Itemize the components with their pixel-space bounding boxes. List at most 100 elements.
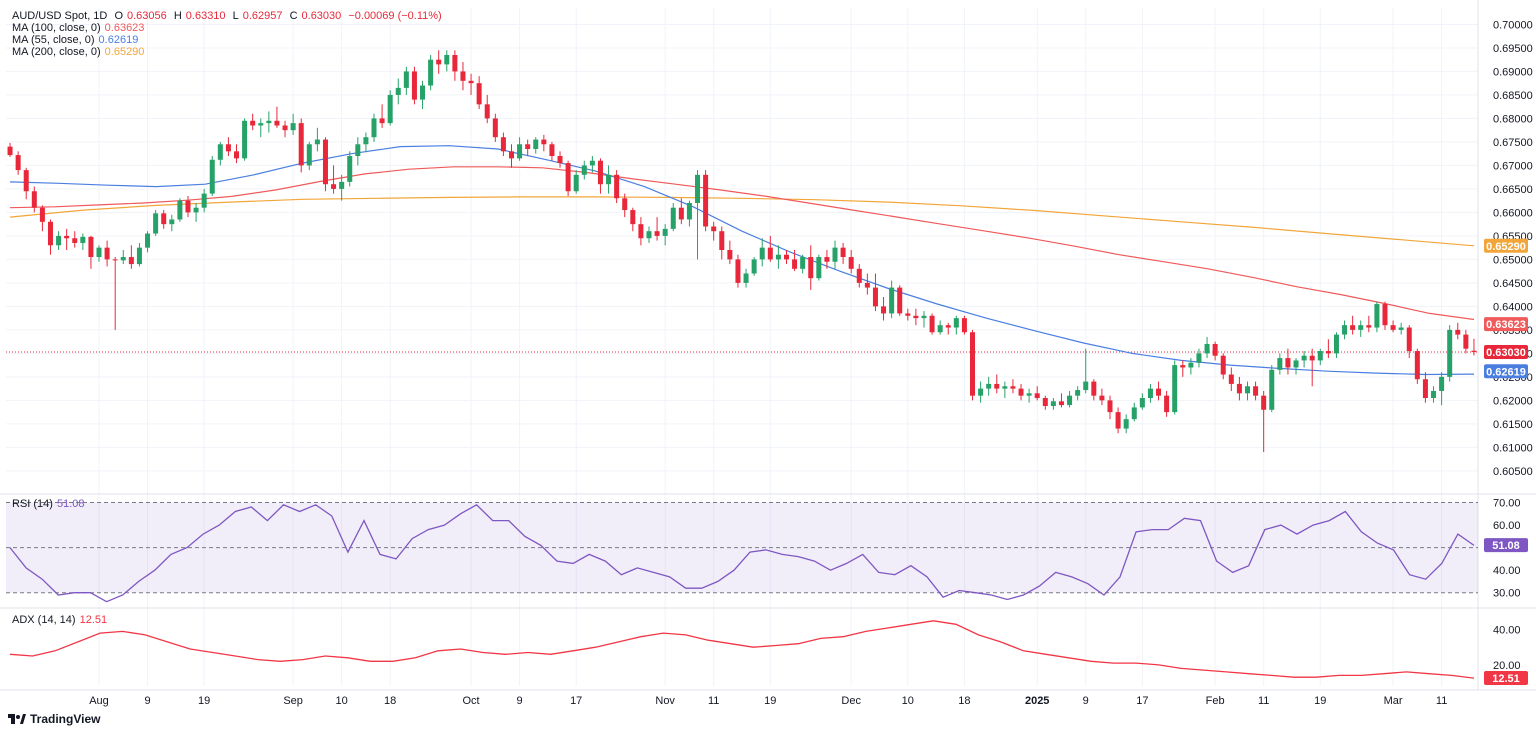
- candle-body: [476, 83, 482, 105]
- candle: [1366, 315, 1372, 333]
- candle-body: [816, 257, 822, 279]
- candle: [290, 113, 296, 135]
- candle-body: [622, 198, 628, 211]
- candle-body: [1471, 350, 1477, 352]
- candle: [64, 228, 70, 250]
- candle: [581, 160, 587, 180]
- candle: [1002, 381, 1008, 399]
- rsi-tick-label: 40.00: [1493, 565, 1521, 577]
- candle-body: [177, 200, 183, 220]
- candle: [856, 264, 862, 288]
- candle: [1333, 332, 1339, 359]
- candle: [428, 54, 434, 91]
- candle: [1382, 301, 1388, 330]
- candle: [864, 273, 870, 295]
- tradingview-branding[interactable]: TradingView: [8, 712, 100, 726]
- candle-body: [937, 325, 943, 333]
- candle-body: [436, 59, 442, 65]
- candle: [1188, 358, 1194, 375]
- legend-ohlc: AUD/USD Spot, 1D O 0.63056 H 0.63310 L 0.62…: [12, 10, 446, 23]
- candle-body: [1325, 351, 1331, 354]
- candle: [1034, 386, 1040, 401]
- candle-body: [64, 235, 70, 239]
- candle: [233, 144, 240, 164]
- ma200-label: MA (200, close, 0): [12, 46, 101, 58]
- candle-body: [1172, 365, 1178, 413]
- candle: [420, 80, 426, 110]
- legend-change: −0.00069 (−0.11%): [348, 10, 442, 22]
- candle: [800, 254, 806, 274]
- candle-body: [961, 318, 967, 333]
- candle-body: [1358, 325, 1364, 330]
- candle-body: [1139, 398, 1145, 408]
- adx-legend-value: 12.51: [79, 614, 108, 626]
- candle-body: [1244, 386, 1251, 394]
- candle-body: [1067, 395, 1073, 406]
- candle: [242, 118, 248, 161]
- candle-body: [1342, 325, 1348, 335]
- candle-body: [460, 71, 466, 81]
- candle: [1180, 360, 1186, 377]
- candle-body: [1196, 353, 1202, 363]
- candle: [1342, 320, 1348, 340]
- h-label: H: [173, 10, 182, 22]
- candle-body: [1261, 395, 1267, 410]
- time-axis-label: 2025: [1025, 695, 1049, 707]
- candle: [517, 137, 523, 161]
- candle-body: [1228, 374, 1234, 384]
- ma100-value: 0.63623: [104, 22, 145, 34]
- candle: [889, 280, 895, 319]
- candle-body: [1293, 360, 1299, 368]
- candle-body: [541, 139, 547, 145]
- tradingview-brand: TradingView: [30, 712, 101, 726]
- candle-body: [1050, 401, 1056, 407]
- candle-body: [565, 163, 571, 192]
- adx-value-label: 12.51: [1484, 671, 1528, 686]
- candle-body: [274, 120, 280, 126]
- candle-body: [921, 315, 927, 319]
- candle: [1139, 393, 1145, 410]
- candle-body: [759, 247, 765, 260]
- candle: [743, 268, 749, 288]
- candle: [136, 242, 142, 267]
- candle-body: [15, 155, 21, 171]
- candle-body: [557, 156, 563, 164]
- candle-body: [695, 174, 701, 204]
- rsi-legend-value: 51.08: [56, 498, 85, 510]
- candle: [759, 238, 765, 267]
- candle: [145, 231, 151, 253]
- candle: [460, 62, 466, 91]
- candle: [929, 313, 935, 335]
- candle-body: [128, 257, 134, 265]
- candle-body: [905, 313, 911, 316]
- candle: [209, 156, 215, 196]
- price-tick-label: 0.68500: [1493, 90, 1533, 102]
- l-label: L: [232, 10, 239, 22]
- time-axis-label: 9: [1083, 695, 1089, 707]
- candle-body: [767, 247, 773, 260]
- candle: [703, 170, 709, 232]
- price-tick-label: 0.67500: [1493, 137, 1533, 149]
- candle-body: [145, 233, 151, 248]
- price-tick-label: 0.67000: [1493, 160, 1533, 172]
- candle: [678, 198, 684, 225]
- candle: [476, 76, 482, 110]
- time-axis-label: 18: [958, 695, 970, 707]
- price-label-bg: [1484, 317, 1528, 332]
- candle: [638, 217, 644, 246]
- candle: [1431, 386, 1437, 403]
- candle: [1317, 348, 1323, 366]
- candle-body: [72, 238, 78, 243]
- c-label: C: [289, 10, 298, 22]
- candle: [1471, 338, 1477, 356]
- candle-body: [258, 123, 264, 126]
- candle-body: [250, 120, 256, 126]
- candle: [1075, 386, 1081, 401]
- candle: [832, 240, 838, 269]
- candle-body: [39, 207, 45, 222]
- candle-body: [638, 224, 644, 239]
- candle-body: [120, 257, 126, 261]
- candle: [306, 141, 312, 171]
- adx-value-label-text: 12.51: [1492, 673, 1520, 685]
